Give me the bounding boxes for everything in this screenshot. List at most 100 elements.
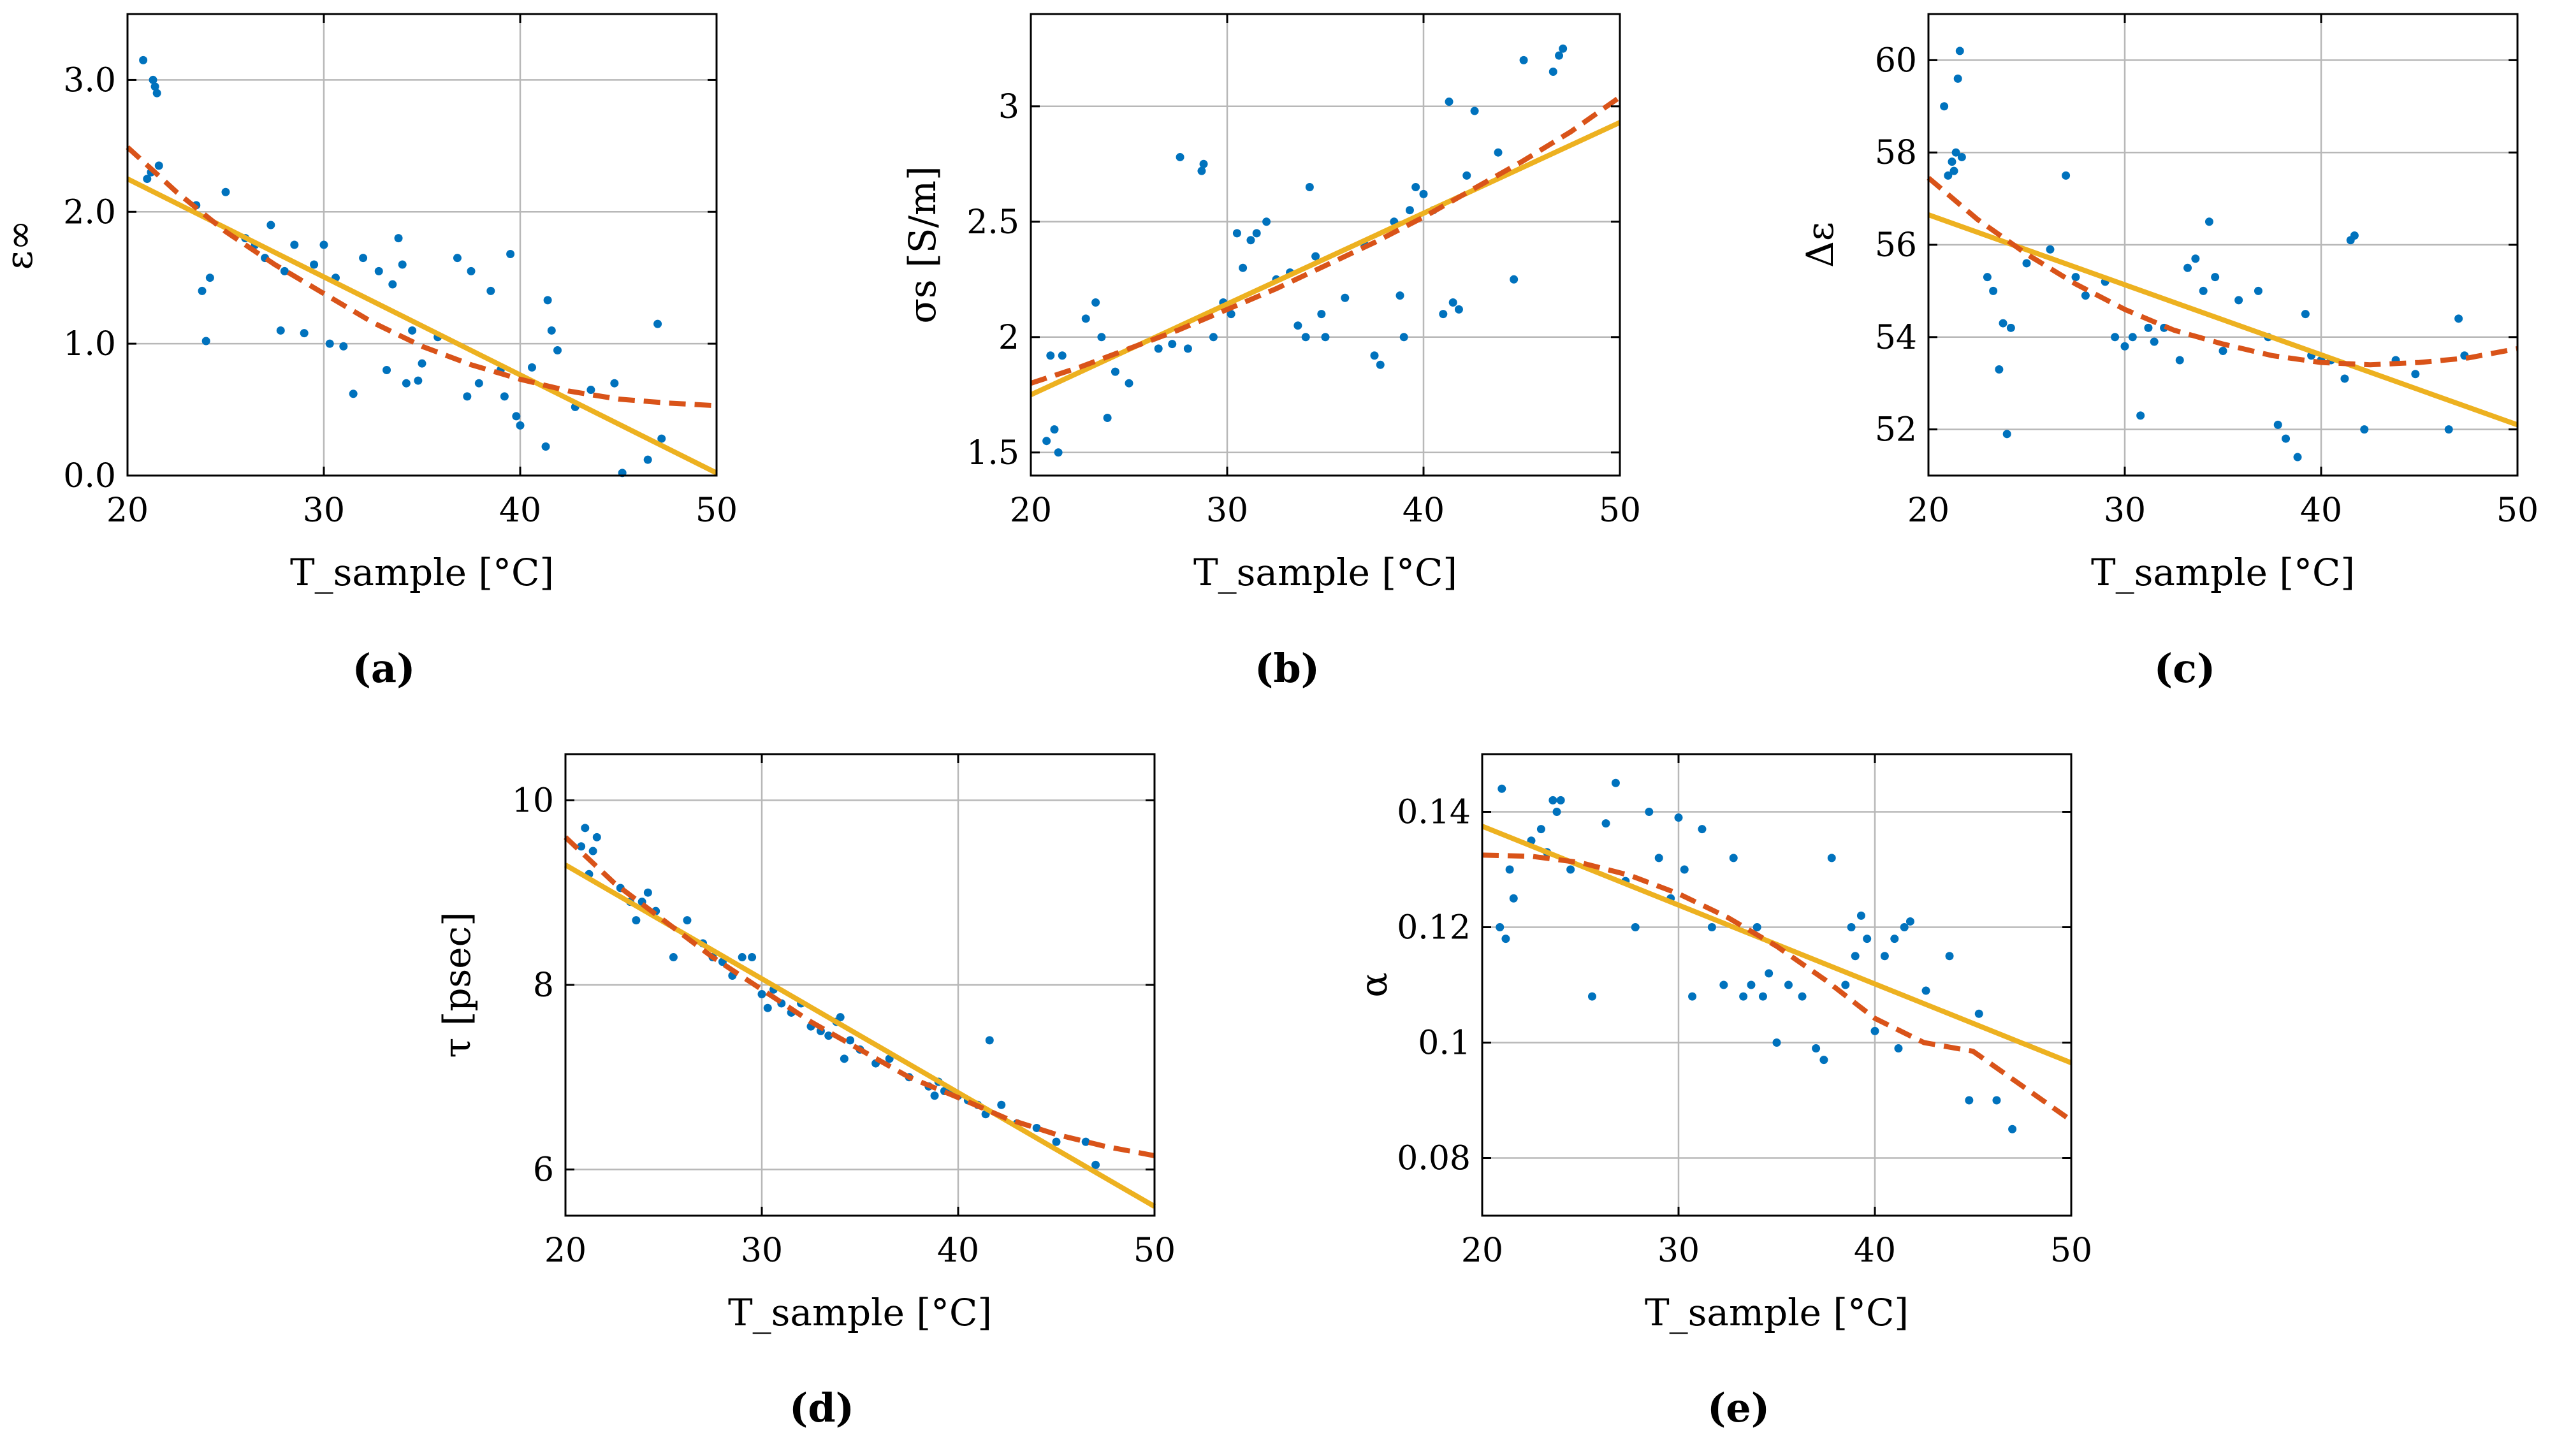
data-point (757, 989, 766, 998)
data-point (418, 359, 426, 368)
y-tick-label: 2.0 (63, 193, 116, 231)
data-point (1890, 935, 1899, 943)
data-point (1183, 344, 1192, 353)
data-point (2120, 342, 2129, 351)
data-point (840, 1054, 849, 1063)
chart-panel-c: 20 30 40 50 52 54 56 58 60 T_sample [°C] Δε (c) (1798, 13, 2539, 692)
data-point (653, 319, 662, 328)
x-tick-label: 50 (696, 491, 738, 530)
data-point (1955, 47, 1964, 55)
data-point (154, 161, 163, 170)
x-axis-label: T_sample [°C] (290, 551, 554, 594)
data-point (1042, 437, 1051, 446)
x-tick-label: 50 (2050, 1232, 2092, 1270)
x-tick-label: 20 (1907, 491, 1949, 530)
data-point (486, 286, 495, 295)
data-point (1827, 854, 1836, 863)
data-point (394, 234, 403, 243)
quadratic-fit-line (1927, 175, 2518, 368)
data-point (1311, 252, 1320, 261)
data-point (2022, 259, 2031, 268)
data-point (143, 175, 152, 184)
data-point (1470, 106, 1479, 115)
data-point (2046, 245, 2055, 254)
data-point (1587, 992, 1596, 1001)
chart-panel-e: 20 30 40 50 0.08 0.1 0.12 0.14 T_sample [°C] α (e) (1352, 753, 2092, 1431)
data-point (2293, 453, 2302, 462)
x-tick-label: 40 (499, 491, 541, 530)
data-point (1957, 152, 1966, 161)
panel-label: (c) (2154, 645, 2215, 692)
data-point (414, 376, 423, 385)
data-point (2111, 333, 2120, 342)
x-tick-label: 40 (1402, 491, 1445, 530)
data-point (2128, 333, 2137, 342)
y-tick-label: 10 (512, 782, 554, 820)
data-point (2411, 370, 2420, 379)
data-point (1765, 969, 1774, 978)
data-point (2175, 356, 2184, 365)
quadratic-fit-line (126, 145, 717, 409)
data-point (1856, 911, 1865, 920)
data-point (1454, 305, 1463, 314)
x-axis-label: T_sample [°C] (2091, 551, 2355, 594)
data-point (543, 296, 552, 305)
y-tick-label: 3.0 (63, 61, 116, 99)
data-point (453, 254, 462, 263)
data-point (1611, 778, 1620, 787)
data-point (290, 240, 299, 249)
data-point (1953, 74, 1962, 83)
y-tick-label: 0.1 (1418, 1024, 1471, 1063)
data-point (1052, 1137, 1061, 1146)
x-tick-label: 30 (1657, 1232, 1700, 1270)
x-tick-label: 50 (1133, 1232, 1176, 1270)
data-point (205, 273, 214, 282)
data-point (2273, 420, 2282, 429)
data-point (1674, 813, 1683, 822)
data-point (1445, 98, 1454, 106)
x-tick-label: 40 (937, 1232, 979, 1270)
data-point (1081, 1137, 1090, 1146)
data-point (1940, 102, 1949, 111)
data-point (310, 260, 319, 269)
data-point (474, 379, 483, 388)
data-point (2199, 286, 2208, 295)
data-point (300, 329, 309, 338)
data-point (541, 442, 550, 451)
data-point (1262, 217, 1271, 226)
data-point (221, 187, 230, 196)
data-point (325, 339, 334, 348)
data-point (2211, 273, 2220, 282)
data-point (1772, 1038, 1781, 1047)
y-tick-label: 0.0 (63, 457, 116, 495)
x-tick-label: 20 (106, 491, 149, 530)
data-point (2234, 296, 2243, 305)
data-point (2150, 337, 2159, 346)
data-point (2183, 263, 2192, 272)
data-point (1999, 319, 2007, 328)
data-point (2144, 323, 2153, 332)
data-point (1293, 321, 1302, 330)
y-axis-label: ε∞ (0, 220, 41, 270)
data-point (1948, 157, 1956, 166)
data-point (1556, 796, 1565, 804)
data-point (2136, 411, 2145, 420)
data-point (2071, 273, 2080, 282)
data-point (1555, 51, 1564, 60)
data-point (1707, 923, 1716, 931)
y-axis-label: α (1352, 972, 1395, 997)
x-tick-label: 20 (544, 1232, 586, 1270)
data-point (1091, 298, 1100, 307)
data-point (319, 240, 328, 249)
data-point (1209, 333, 1218, 342)
data-point (1719, 980, 1728, 989)
data-point (1841, 980, 1850, 989)
data-point (1680, 865, 1689, 874)
data-point (1983, 273, 1992, 282)
data-point (930, 1091, 939, 1100)
data-point (1698, 825, 1707, 834)
plot-frame (1481, 753, 2073, 1217)
data-point (2350, 231, 2359, 240)
linear-fit-line (126, 177, 718, 476)
data-point (846, 1036, 855, 1045)
